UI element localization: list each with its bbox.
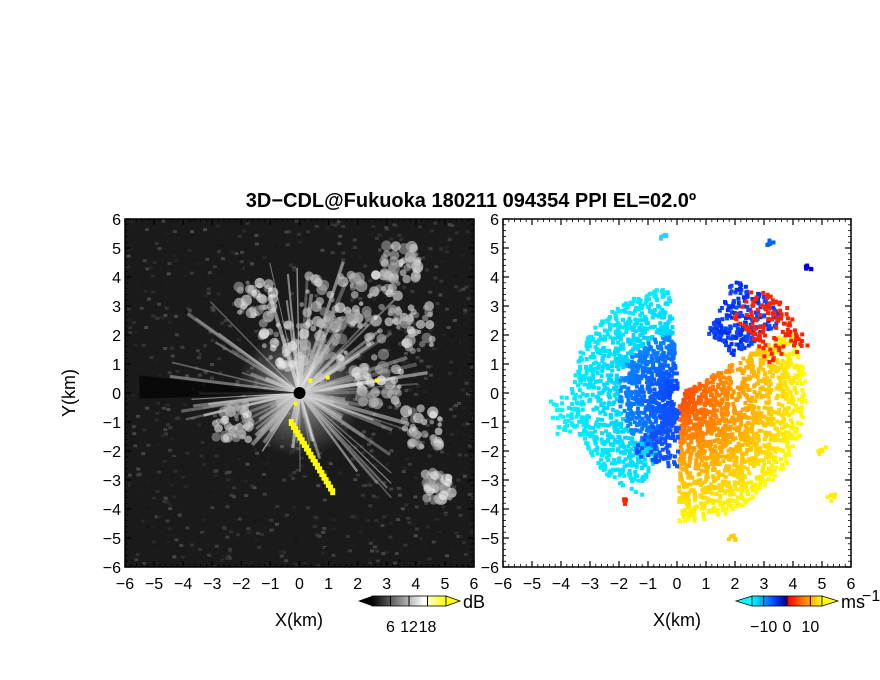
x-tick-label: 1 bbox=[702, 576, 711, 593]
x-tick-label: −3 bbox=[203, 576, 221, 593]
y-tick-label: 4 bbox=[112, 270, 121, 287]
reflectivity-colorbar: 6 12 18 dB bbox=[358, 592, 485, 636]
y-tick-label: −1 bbox=[103, 415, 121, 432]
y-tick-label: 5 bbox=[112, 241, 121, 258]
colorbar-tick-label: 12 bbox=[400, 619, 418, 636]
x-tick-label: −3 bbox=[581, 576, 599, 593]
y-tick-label: −6 bbox=[103, 560, 121, 577]
reflectivity-image bbox=[125, 219, 474, 567]
velocity-colorbar: −10 0 10 ms −1 bbox=[734, 588, 880, 636]
reflectivity-axis-ticks: −6 −5 −4 −3 −2 −1 0 1 2 3 4 5 6 6 5 4 3 2 1 0 −1 −2 −3 −4 −5 −6 bbox=[103, 212, 479, 593]
y-tick-label: −4 bbox=[103, 502, 121, 519]
y-tick-label: −6 bbox=[481, 560, 499, 577]
y-tick-label: 2 bbox=[490, 328, 499, 345]
x-tick-label: −5 bbox=[145, 576, 163, 593]
x-tick-label: 0 bbox=[295, 576, 304, 593]
x-tick-label: 0 bbox=[673, 576, 682, 593]
x-tick-label: −4 bbox=[174, 576, 192, 593]
x-tick-label: −1 bbox=[261, 576, 279, 593]
x-tick-label: −5 bbox=[523, 576, 541, 593]
y-tick-label: 2 bbox=[112, 328, 121, 345]
x-tick-label: 2 bbox=[731, 576, 740, 593]
x-tick-label: 3 bbox=[382, 576, 391, 593]
x-tick-label: 4 bbox=[411, 576, 420, 593]
x-tick-label: 5 bbox=[440, 576, 449, 593]
y-tick-label: −5 bbox=[481, 531, 499, 548]
velocity-unit-exponent: −1 bbox=[862, 588, 880, 605]
velocity-image bbox=[548, 233, 837, 542]
y-tick-label: 4 bbox=[490, 270, 499, 287]
y-tick-label: 3 bbox=[490, 299, 499, 316]
y-tick-label: 5 bbox=[490, 241, 499, 258]
y-tick-label: −1 bbox=[481, 415, 499, 432]
x-tick-label: −2 bbox=[232, 576, 250, 593]
y-tick-label: −2 bbox=[481, 444, 499, 461]
y-tick-label: −3 bbox=[481, 473, 499, 490]
y-tick-label: −5 bbox=[103, 531, 121, 548]
x-tick-label: 4 bbox=[789, 576, 798, 593]
colorbar-tick-label: −10 bbox=[750, 619, 777, 636]
colorbar-tick-label: 0 bbox=[783, 619, 792, 636]
x-tick-label: −2 bbox=[610, 576, 628, 593]
y-tick-label: 1 bbox=[490, 357, 499, 374]
reflectivity-xlabel: X(km) bbox=[275, 610, 323, 630]
x-tick-label: −4 bbox=[552, 576, 570, 593]
x-tick-label: −1 bbox=[639, 576, 657, 593]
x-tick-label: 2 bbox=[353, 576, 362, 593]
x-tick-label: 6 bbox=[847, 576, 856, 593]
velocity-axis-ticks: −6 −5 −4 −3 −2 −1 0 1 2 3 4 5 6 6 5 4 3 2 1 0 −1 −2 −3 −4 −5 −6 bbox=[481, 212, 856, 593]
x-tick-label: 6 bbox=[470, 576, 479, 593]
x-tick-label: 3 bbox=[760, 576, 769, 593]
colorbar-tick-label: 18 bbox=[419, 619, 437, 636]
colorbar-tick-label: 6 bbox=[386, 619, 395, 636]
y-tick-label: 0 bbox=[490, 386, 499, 403]
x-tick-label: −6 bbox=[494, 576, 512, 593]
x-tick-label: 5 bbox=[818, 576, 827, 593]
y-tick-label: 6 bbox=[490, 212, 499, 229]
reflectivity-panel: −6 −5 −4 −3 −2 −1 0 1 2 3 4 5 6 6 5 4 3 2 1 0 −1 −2 −3 −4 −5 −6 X… bbox=[59, 212, 479, 630]
velocity-unit-label: ms bbox=[841, 592, 865, 612]
reflectivity-ylabel: Y(km) bbox=[59, 369, 79, 417]
y-tick-label: 6 bbox=[112, 212, 121, 229]
y-tick-label: −3 bbox=[103, 473, 121, 490]
y-tick-label: 3 bbox=[112, 299, 121, 316]
y-tick-label: 1 bbox=[112, 357, 121, 374]
colorbar-tick-label: 10 bbox=[801, 619, 819, 636]
chart-title: 3D−CDL@Fukuoka 180211 094354 PPI EL=02.0… bbox=[246, 190, 696, 212]
velocity-panel: −6 −5 −4 −3 −2 −1 0 1 2 3 4 5 6 6 5 4 3 2 1 0 −1 −2 −3 −4 −5 −6 X… bbox=[481, 212, 856, 630]
y-tick-label: −2 bbox=[103, 444, 121, 461]
x-tick-label: 1 bbox=[324, 576, 333, 593]
y-tick-label: 0 bbox=[112, 386, 121, 403]
velocity-plot-area bbox=[503, 219, 851, 567]
y-tick-label: −4 bbox=[481, 502, 499, 519]
db-unit-label: dB bbox=[463, 592, 485, 612]
velocity-xlabel: X(km) bbox=[653, 610, 701, 630]
x-tick-label: −6 bbox=[116, 576, 134, 593]
